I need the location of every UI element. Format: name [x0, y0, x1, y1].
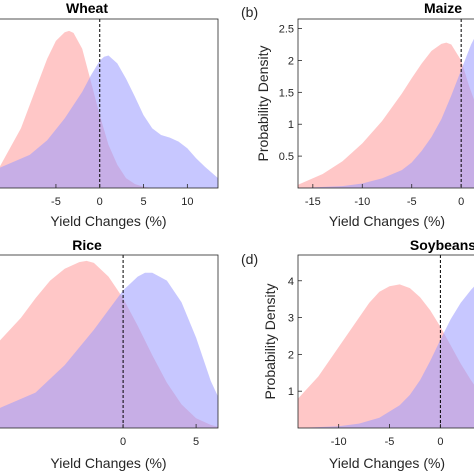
- y-tick-label: 1.5: [279, 87, 294, 99]
- y-tick-label: 2: [288, 349, 294, 361]
- x-axis-label: Yield Changes (%): [329, 455, 445, 471]
- x-tick-label: -5: [407, 196, 417, 208]
- y-tick-label: 1: [288, 119, 294, 131]
- x-tick-label: -5: [385, 436, 395, 448]
- x-tick-label: 0: [97, 196, 103, 208]
- x-tick-label: -10: [331, 436, 347, 448]
- x-tick-label: 10: [181, 196, 193, 208]
- axes-box: [0, 18, 219, 189]
- y-axis-label: Probability Density: [255, 46, 271, 162]
- axes-box: [0, 254, 219, 429]
- y-tick-label: 0.5: [279, 151, 294, 163]
- y-tick-label: 4: [288, 276, 294, 288]
- x-tick-label: 0: [458, 196, 464, 208]
- x-tick-label: -10: [354, 196, 370, 208]
- panel-rice: 0 5 Rice Yield Changes (%): [0, 237, 219, 471]
- panel-letter: (d): [241, 251, 258, 267]
- panel-letter: (b): [241, 4, 258, 20]
- panel-wheat: -5 0 5 10 Wheat Yield Changes (%): [0, 0, 219, 229]
- x-tick-label: 0: [437, 436, 443, 448]
- y-tick-label: 2: [288, 55, 294, 67]
- x-tick-label: 5: [193, 436, 199, 448]
- y-axis-label: Probability Density: [262, 284, 278, 400]
- y-tick-label: 3: [288, 313, 294, 325]
- panel-title: Rice: [72, 237, 102, 253]
- density-area-blue: [0, 272, 218, 428]
- axes-box: [297, 18, 474, 189]
- panel-maize: -15 -10 -5 0 0.5 1 1.5 2 2.5 Maize (b) Yield Change…: [241, 0, 474, 229]
- panel-title: Soybeans: [410, 237, 474, 253]
- axes-box: [297, 254, 474, 429]
- x-axis-label: Yield Changes (%): [329, 213, 445, 229]
- x-axis-label: Yield Changes (%): [50, 455, 166, 471]
- x-tick-label: -15: [305, 196, 321, 208]
- density-area-blue: [298, 38, 474, 188]
- y-tick-label: 1: [288, 386, 294, 398]
- panel-title: Maize: [424, 0, 462, 16]
- panel-soybeans: -10 -5 0 1 2 3 4 Soybeans (d) Yield Changes (%) Pr…: [241, 237, 474, 471]
- x-tick-label: 0: [120, 436, 126, 448]
- x-tick-label: 5: [140, 196, 146, 208]
- density-area-blue: [298, 286, 474, 428]
- density-area-blue: [0, 55, 218, 188]
- x-tick-label: -5: [51, 196, 61, 208]
- x-axis-label: Yield Changes (%): [50, 213, 166, 229]
- panel-title: Wheat: [66, 0, 108, 16]
- y-tick-label: 2.5: [279, 24, 294, 36]
